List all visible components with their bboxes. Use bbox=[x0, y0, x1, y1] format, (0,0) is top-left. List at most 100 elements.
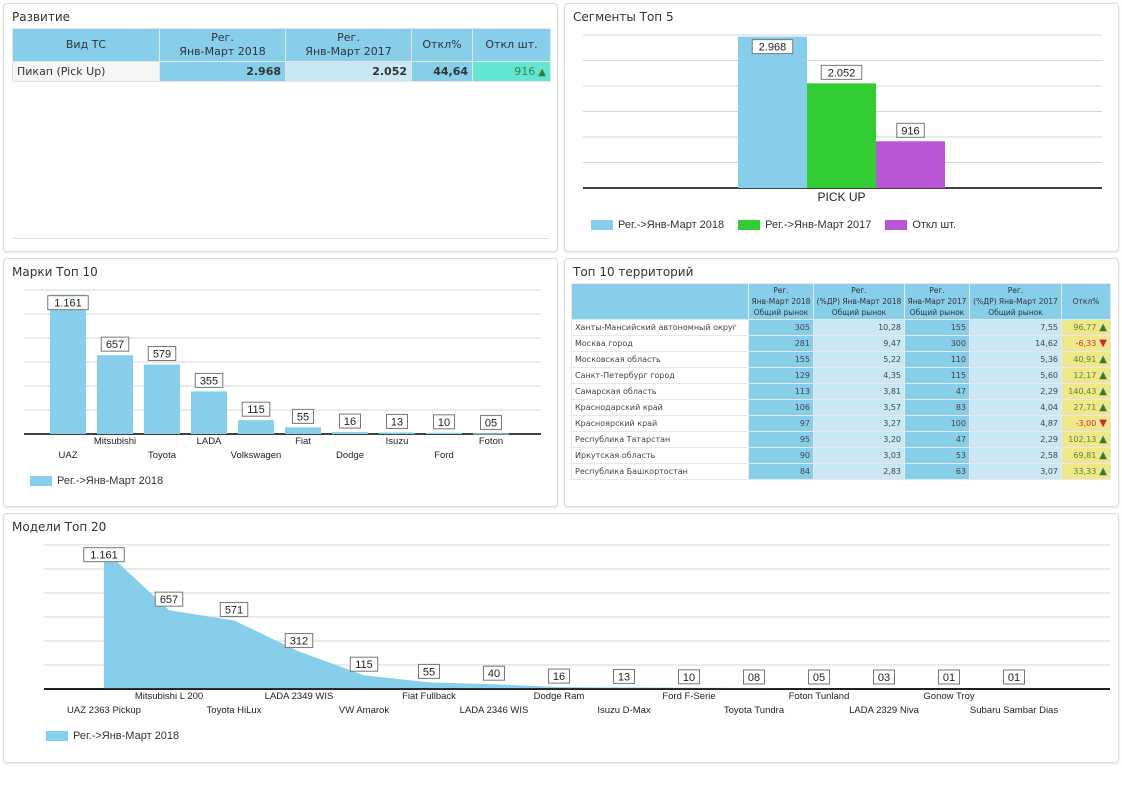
cell-name: Республика Башкортостан bbox=[571, 463, 749, 480]
data-label-box bbox=[433, 414, 455, 430]
cell-value: 102,13 bbox=[1068, 435, 1097, 444]
legend-item[interactable]: Рег.->Янв-Март 2018 bbox=[30, 475, 163, 487]
data-label: 115 bbox=[241, 401, 271, 417]
cell-value: 3,03 bbox=[883, 451, 901, 460]
cell-value: 113 bbox=[794, 387, 810, 396]
panel-title: Развитие bbox=[12, 10, 71, 24]
column-header: Рег. (%ДР) Янв-Март 2017 Общий рынок bbox=[969, 283, 1062, 320]
header-text: Рег. bbox=[337, 31, 360, 44]
cell-p2018: 3,57 bbox=[813, 399, 905, 416]
cell-r2017: 47 bbox=[904, 431, 970, 448]
bar-uaz bbox=[50, 294, 86, 434]
header-text: Янв-Март 2018 bbox=[751, 297, 811, 306]
cell-r2018: 281 bbox=[748, 335, 814, 352]
chart-legend: Рег.->Янв-Март 2018 bbox=[30, 475, 163, 487]
chart-legend: Рег.->Янв-Март 2018 Рег.->Янв-Март 2017 От… bbox=[591, 219, 956, 231]
data-label: 55 bbox=[292, 408, 314, 424]
bar-isuzu bbox=[379, 432, 415, 434]
header-text: (%ДР) Янв-Март 2018 bbox=[816, 297, 902, 306]
cell-value: Республика Башкортостан bbox=[575, 467, 688, 476]
legend-swatch bbox=[738, 220, 761, 230]
legend-swatch bbox=[30, 476, 52, 486]
data-label-text: 13 bbox=[391, 416, 403, 428]
cell-r2017: 53 bbox=[904, 447, 970, 464]
bar-ford bbox=[426, 432, 462, 434]
cell-value: 4,04 bbox=[1040, 403, 1058, 412]
cell-name: Красноярский край bbox=[571, 415, 749, 432]
data-label: 16 bbox=[339, 413, 361, 429]
cell-dev-pct: 44,64 bbox=[411, 61, 473, 82]
data-label-text: 01 bbox=[943, 672, 955, 684]
data-label-box bbox=[548, 668, 570, 684]
data-label: 2.052 bbox=[820, 64, 863, 80]
column-header: Рег. Янв-Март 2017 bbox=[285, 28, 412, 62]
cell-value: Пикап (Pick Up) bbox=[17, 65, 106, 78]
table-row: Республика Татарстан 95 3,20 47 2,29 102,13 ▲ bbox=[571, 431, 1111, 448]
cell-name: Санкт-Петербург город bbox=[571, 367, 749, 384]
cell-value: 44,64 bbox=[433, 65, 468, 78]
data-label: 16 bbox=[548, 668, 570, 684]
x-tick-label: LADA 2346 WIS bbox=[460, 705, 529, 716]
data-label: 1.161 bbox=[83, 547, 125, 563]
cell-p2018: 3,20 bbox=[813, 431, 905, 448]
data-label-box bbox=[339, 413, 361, 429]
cell-value: 916 bbox=[514, 65, 536, 78]
data-label-box bbox=[147, 346, 177, 362]
header-text: Янв-Март 2017 bbox=[305, 45, 392, 58]
panel-title: Модели Топ 20 bbox=[12, 520, 107, 534]
cell-value: 97 bbox=[799, 419, 810, 428]
legend-item[interactable]: Откл шт. bbox=[885, 219, 956, 231]
data-label: 657 bbox=[100, 336, 130, 352]
cell-value: 2,58 bbox=[1040, 451, 1058, 460]
x-tick-label: Mitsubishi L 200 bbox=[135, 691, 203, 702]
cell-value: 69,81 bbox=[1073, 451, 1097, 460]
bar-1 bbox=[807, 83, 876, 188]
cell-type: Пикап (Pick Up) bbox=[12, 61, 160, 82]
cell-p2018: 2,83 bbox=[813, 463, 905, 480]
bar-volkswagen bbox=[238, 420, 274, 434]
bar-dodge bbox=[332, 432, 368, 434]
cell-dev: 27,71 ▲ bbox=[1061, 399, 1111, 416]
cell-reg2017: 2.052 bbox=[285, 61, 412, 82]
data-label-box bbox=[83, 547, 125, 563]
cell-reg2018: 2.968 bbox=[159, 61, 286, 82]
data-label-text: 05 bbox=[813, 672, 825, 684]
data-label-box bbox=[349, 656, 379, 672]
data-label: 05 bbox=[480, 414, 502, 430]
segments-panel: Сегменты Топ 5 2.968 2.052 916 PICK UP Рег.… bbox=[564, 3, 1119, 252]
data-label-box bbox=[678, 669, 700, 685]
cell-value: 83 bbox=[955, 403, 966, 412]
cell-value: 2,29 bbox=[1040, 387, 1058, 396]
cell-p2018: 4,35 bbox=[813, 367, 905, 384]
table-row: Самарская область 113 3,81 47 2,29 140,43 ▲ bbox=[571, 383, 1111, 400]
development-panel: Развитие Вид ТС Рег. Янв-Март 2018 Рег. Янв-… bbox=[3, 3, 558, 252]
table-row: Санкт-Петербург город 129 4,35 115 5,60 12,17… bbox=[571, 367, 1111, 384]
data-label-box bbox=[480, 414, 502, 430]
cell-p2017: 7,55 bbox=[969, 319, 1062, 336]
x-tick-label: Mitsubishi bbox=[94, 436, 136, 447]
cell-value: 95 bbox=[799, 435, 810, 444]
data-label-box bbox=[386, 413, 408, 429]
data-label-text: 657 bbox=[160, 594, 178, 606]
data-label-text: 2.052 bbox=[828, 67, 856, 79]
legend-item[interactable]: Рег.->Янв-Март 2018 bbox=[591, 219, 724, 231]
cell-value: 100 bbox=[950, 419, 966, 428]
cell-value: 4,35 bbox=[883, 371, 901, 380]
data-label: 355 bbox=[194, 372, 224, 388]
data-label-text: 10 bbox=[438, 417, 450, 429]
table-row: Краснодарский край 106 3,57 83 4,04 27,71 ▲ bbox=[571, 399, 1111, 416]
cell-value: 2,29 bbox=[1040, 435, 1058, 444]
cell-r2017: 115 bbox=[904, 367, 970, 384]
data-label-text: 01 bbox=[1008, 672, 1020, 684]
models-chart: 1.161 UAZ 2363 Pickup 657 Mitsubishi L 200 5… bbox=[44, 544, 1110, 716]
legend-item[interactable]: Рег.->Янв-Март 2018 bbox=[46, 730, 179, 742]
legend-item[interactable]: Рег.->Янв-Март 2017 bbox=[738, 219, 871, 231]
cell-value: 96,77 bbox=[1073, 323, 1097, 332]
x-tick-label: VW Amarok bbox=[339, 705, 389, 716]
data-label-box bbox=[47, 295, 89, 311]
cell-r2018: 305 bbox=[748, 319, 814, 336]
header-text: Вид ТС bbox=[65, 38, 107, 51]
cell-p2017: 3,07 bbox=[969, 463, 1062, 480]
data-label: 579 bbox=[147, 346, 177, 362]
cell-value: 47 bbox=[955, 435, 966, 444]
